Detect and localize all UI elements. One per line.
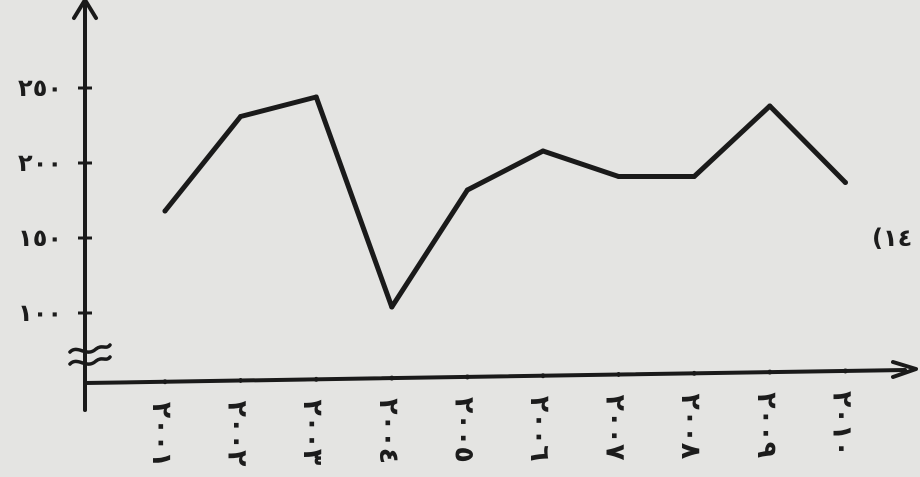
x-tick-mark xyxy=(313,376,319,382)
x-tick-label: ٢٠٠٨ xyxy=(675,393,706,459)
data-point xyxy=(691,174,697,179)
x-tick-label: ٢٠١٠ xyxy=(826,391,857,457)
data-point xyxy=(162,208,168,214)
x-tick-label: ٢٠٠٧ xyxy=(600,395,631,461)
x-tick-mark xyxy=(616,372,622,378)
y-tick-label: ١٥٠ xyxy=(18,224,62,252)
x-axis-arrowhead xyxy=(891,360,918,379)
y-tick-label: ٢٥٠ xyxy=(18,74,62,102)
data-point xyxy=(313,94,319,100)
x-tick-label: ٢٠٠٦ xyxy=(524,396,555,462)
y-tick-label: ٢٠٠ xyxy=(18,149,62,177)
series-line xyxy=(162,94,848,310)
data-point xyxy=(842,180,848,185)
x-tick-mark xyxy=(691,370,697,376)
x-tick-label: ٢٠٠٩ xyxy=(751,392,782,458)
series-layer xyxy=(162,94,848,310)
x-tick-label: ٢٠٠٣ xyxy=(297,399,328,465)
data-point xyxy=(616,174,622,179)
axis-break-icon xyxy=(68,343,112,366)
x-tick-mark xyxy=(162,379,168,385)
y-axis-arrowhead xyxy=(72,0,98,20)
data-point xyxy=(238,114,244,119)
x-tick-mark xyxy=(464,374,470,380)
x-tick-mark xyxy=(389,375,395,381)
x-tick-mark xyxy=(238,378,244,384)
data-point xyxy=(389,304,395,310)
y-tick-label: ١٠٠ xyxy=(18,299,62,327)
x-tick-label: ٢٠٠١ xyxy=(146,402,177,468)
x-tick-mark xyxy=(842,368,848,374)
data-point xyxy=(540,148,546,154)
y-axis-ticks: ١٠٠ ١٥٠ ٢٠٠ ٢٥٠ xyxy=(18,74,92,327)
side-annotation: (١٤ xyxy=(872,224,912,252)
data-point xyxy=(767,103,773,109)
x-tick-label: ٢٠٠٥ xyxy=(448,397,479,463)
x-tick-label: ٢٠٠٤ xyxy=(373,398,404,464)
x-axis-ticks: ٢٠٠١ ٢٠٠٢ ٢٠٠٣ ٢٠٠٤ ٢٠٠٥ ٢٠٠٦ ٢٠٠٧ ٢٠٠٨ ٢٠٠٩ ٢٠١٠ xyxy=(146,368,857,468)
x-tick-mark xyxy=(767,369,773,375)
x-tick-mark xyxy=(540,373,546,379)
data-point xyxy=(464,187,470,193)
x-tick-label: ٢٠٠٢ xyxy=(222,401,253,467)
